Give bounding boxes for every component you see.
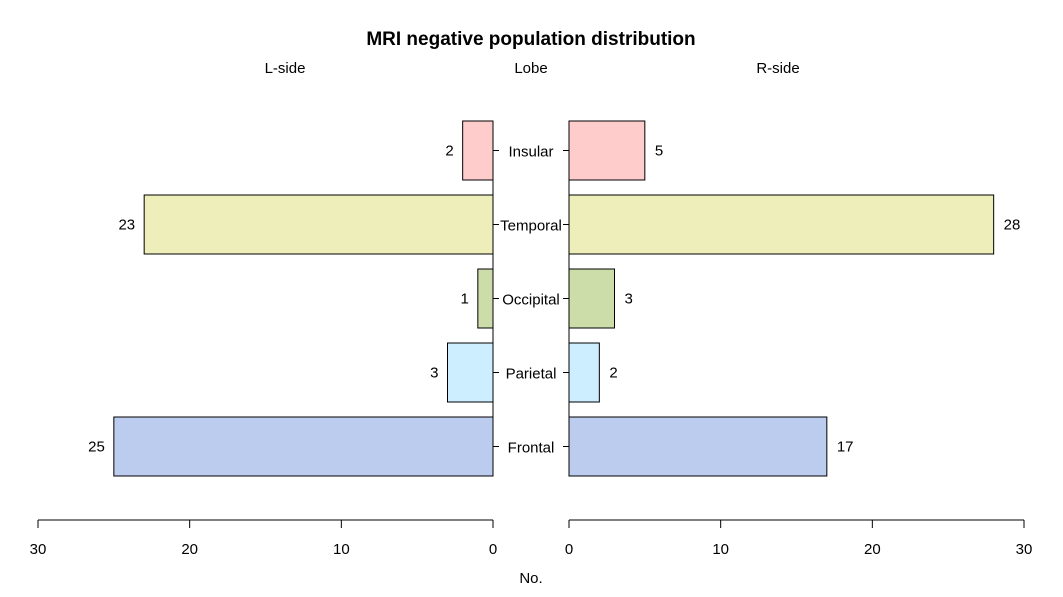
bar-left-frontal: [113, 416, 494, 477]
data-label-right-occipital: 3: [625, 291, 633, 308]
chart-title: MRI negative population distribution: [366, 29, 695, 50]
data-label-right-parietal: 2: [609, 365, 617, 382]
bar-left-temporal: [143, 194, 494, 255]
left-x-tick-label: 10: [333, 541, 350, 558]
right-x-tick-label: 0: [565, 541, 573, 558]
data-label-right-temporal: 28: [1004, 217, 1021, 234]
category-label-insular: Insular: [508, 144, 553, 161]
data-label-left-occipital: 1: [460, 291, 468, 308]
category-label-parietal: Parietal: [506, 366, 557, 383]
left-side-label: L-side: [265, 60, 306, 77]
data-label-right-insular: 5: [655, 143, 663, 160]
bar-right-temporal: [568, 194, 995, 255]
right-x-tick-label: 30: [1016, 541, 1033, 558]
category-label-temporal: Temporal: [500, 218, 562, 235]
bar-left-occipital: [477, 268, 494, 329]
bar-right-parietal: [568, 342, 600, 403]
data-label-left-temporal: 23: [118, 217, 135, 234]
right-side-label: R-side: [756, 60, 799, 77]
bar-right-frontal: [568, 416, 828, 477]
left-x-tick-label: 20: [181, 541, 198, 558]
data-label-left-frontal: 25: [88, 439, 105, 456]
data-label-right-frontal: 17: [837, 439, 854, 456]
data-label-left-parietal: 3: [430, 365, 438, 382]
bar-right-occipital: [568, 268, 615, 329]
left-x-tick-label: 30: [30, 541, 47, 558]
x-axis-label: No.: [519, 570, 542, 587]
category-label-frontal: Frontal: [508, 440, 555, 457]
bar-left-insular: [462, 120, 494, 181]
data-label-left-insular: 2: [445, 143, 453, 160]
right-x-tick-label: 10: [712, 541, 729, 558]
center-label: Lobe: [514, 60, 547, 77]
right-x-tick-label: 20: [864, 541, 881, 558]
bar-left-parietal: [447, 342, 494, 403]
left-x-tick-label: 0: [489, 541, 497, 558]
category-label-occipital: Occipital: [502, 292, 560, 309]
bar-right-insular: [568, 120, 646, 181]
